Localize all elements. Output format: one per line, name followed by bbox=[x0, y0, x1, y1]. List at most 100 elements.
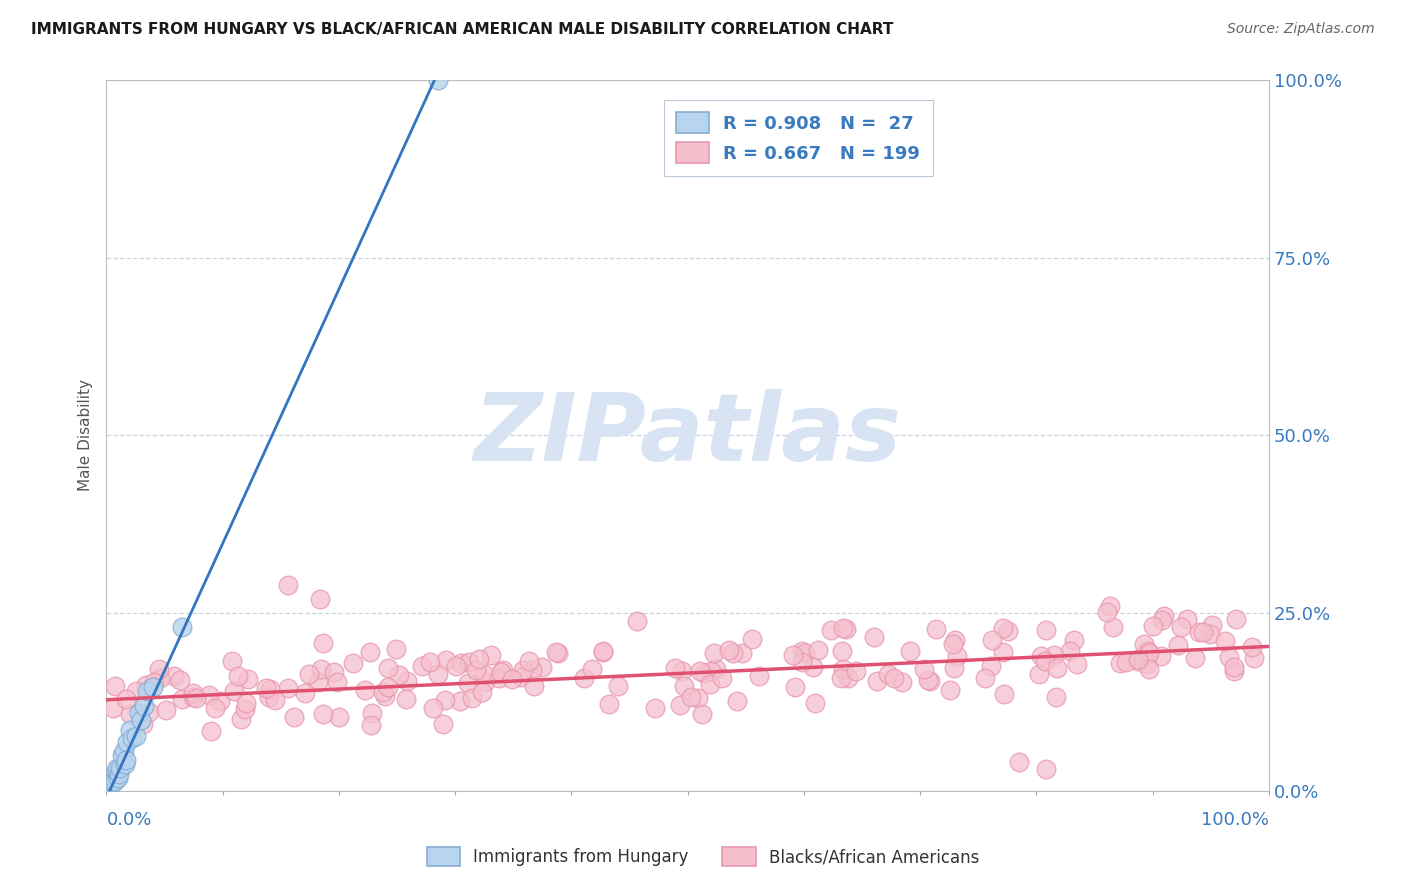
Point bbox=[198, 688, 221, 702]
Point bbox=[110, 748, 132, 763]
Point bbox=[259, 681, 281, 696]
Point bbox=[468, 651, 491, 665]
Point bbox=[1108, 656, 1130, 670]
Point bbox=[1066, 657, 1088, 672]
Point bbox=[501, 673, 523, 687]
Point bbox=[1102, 620, 1125, 634]
Point bbox=[782, 648, 804, 662]
Point bbox=[1008, 756, 1031, 770]
Point bbox=[148, 662, 170, 676]
Point bbox=[107, 771, 129, 785]
Point bbox=[1153, 609, 1175, 624]
Point bbox=[669, 698, 692, 713]
Point bbox=[235, 696, 257, 710]
Point bbox=[204, 701, 226, 715]
Point bbox=[1201, 617, 1223, 632]
Point bbox=[422, 700, 444, 714]
Point bbox=[689, 664, 711, 678]
Point bbox=[1126, 652, 1149, 666]
Point bbox=[664, 661, 686, 675]
Point bbox=[328, 710, 350, 724]
Point bbox=[128, 706, 150, 721]
Point bbox=[820, 623, 842, 637]
Point bbox=[277, 577, 299, 591]
Point bbox=[221, 654, 243, 668]
Point bbox=[862, 631, 884, 645]
Y-axis label: Male Disability: Male Disability bbox=[79, 379, 93, 491]
Point bbox=[115, 753, 138, 767]
Point bbox=[980, 633, 1002, 648]
Point bbox=[353, 683, 375, 698]
Point bbox=[523, 679, 546, 693]
Point bbox=[108, 766, 131, 780]
Point bbox=[359, 645, 381, 659]
Point bbox=[831, 643, 853, 657]
Point bbox=[136, 684, 159, 698]
Point bbox=[1187, 624, 1209, 639]
Point bbox=[114, 692, 136, 706]
Point bbox=[572, 671, 595, 685]
Point bbox=[492, 664, 515, 678]
Point bbox=[374, 689, 396, 703]
Point bbox=[1115, 656, 1137, 670]
Point bbox=[371, 685, 394, 699]
Point bbox=[997, 624, 1019, 638]
Point bbox=[991, 621, 1014, 635]
Point bbox=[973, 671, 995, 685]
Point bbox=[598, 697, 620, 711]
Point bbox=[474, 675, 496, 690]
Point bbox=[294, 686, 316, 700]
Point bbox=[132, 699, 155, 714]
Point bbox=[471, 685, 494, 699]
Point bbox=[419, 655, 441, 669]
Point bbox=[946, 649, 969, 664]
Legend: Immigrants from Hungary, Blacks/African Americans: Immigrants from Hungary, Blacks/African … bbox=[420, 840, 986, 873]
Point bbox=[377, 680, 399, 694]
Point bbox=[845, 665, 868, 679]
Point bbox=[1046, 661, 1069, 675]
Point bbox=[1139, 646, 1161, 660]
Point bbox=[1213, 634, 1236, 648]
Point bbox=[124, 729, 146, 743]
Point bbox=[592, 644, 614, 658]
Point bbox=[1136, 657, 1159, 671]
Point bbox=[426, 73, 449, 87]
Point bbox=[711, 671, 734, 685]
Point bbox=[1184, 651, 1206, 665]
Point bbox=[489, 665, 512, 679]
Point bbox=[644, 700, 666, 714]
Point bbox=[395, 692, 418, 706]
Text: 100.0%: 100.0% bbox=[1201, 811, 1270, 829]
Point bbox=[396, 674, 419, 689]
Point bbox=[444, 659, 467, 673]
Point bbox=[104, 773, 127, 788]
Point bbox=[517, 654, 540, 668]
Point bbox=[103, 774, 125, 789]
Point bbox=[699, 677, 721, 691]
Point bbox=[918, 673, 941, 688]
Point bbox=[1043, 648, 1066, 662]
Point bbox=[626, 614, 648, 628]
Point bbox=[97, 790, 120, 805]
Point bbox=[1029, 648, 1052, 663]
Point bbox=[942, 660, 965, 674]
Point bbox=[184, 690, 207, 705]
Point bbox=[1191, 624, 1213, 639]
Point bbox=[1241, 640, 1264, 654]
Point bbox=[865, 673, 887, 688]
Point bbox=[238, 672, 260, 686]
Point bbox=[118, 723, 141, 737]
Point bbox=[832, 621, 855, 635]
Point bbox=[311, 662, 333, 676]
Point bbox=[155, 703, 177, 717]
Point bbox=[912, 662, 935, 676]
Point bbox=[1137, 662, 1160, 676]
Point bbox=[120, 706, 142, 721]
Text: ZIPatlas: ZIPatlas bbox=[474, 389, 901, 482]
Point bbox=[323, 665, 346, 679]
Point bbox=[943, 632, 966, 647]
Point bbox=[103, 679, 125, 693]
Point bbox=[426, 666, 449, 681]
Point bbox=[488, 671, 510, 685]
Point bbox=[277, 681, 299, 695]
